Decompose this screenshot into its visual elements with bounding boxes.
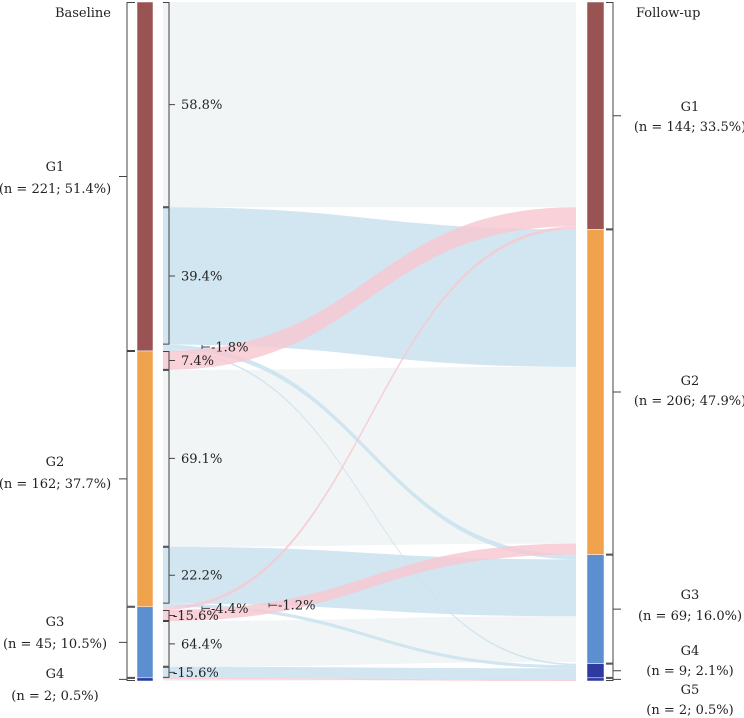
followup-bar-G4: [586, 663, 605, 679]
flow-bracket-G2-G3: [163, 546, 175, 604]
flow-G3-to-G2: [163, 543, 576, 621]
baseline-sub-G3: (n = 45; 10.5%): [3, 637, 107, 652]
baseline-sub-G1: (n = 221; 51.4%): [0, 182, 111, 197]
flow-G3-to-G3: [163, 616, 576, 667]
flow-pct-G3-G3: 64.4%: [181, 637, 222, 652]
flow-G2-to-G1: [163, 207, 576, 370]
baseline-bar-G1: [136, 1, 154, 352]
followup-bar-G5: [586, 677, 605, 682]
flow-pct-G3-G4: -15.6%: [173, 666, 219, 681]
flow-pct-G3-G2: -15.6%: [173, 609, 219, 624]
followup-bracket-G2: [606, 229, 621, 555]
flow-bracket-G3-G1: [201, 606, 210, 611]
followup-bracket-G3: [606, 554, 621, 664]
followup-label-G1: G1: [681, 100, 700, 115]
followup-bracket-G1: [606, 2, 621, 230]
followup-label-G5: G5: [681, 683, 700, 698]
flow-bracket-G3-G2: [163, 609, 175, 621]
flow-bracket-G1-G1: [163, 2, 175, 208]
flow-pct-G2-G1: 7.4%: [181, 354, 214, 369]
followup-title: Follow-up: [636, 6, 701, 21]
flow-pct-G3-G1: -4.4%: [211, 602, 248, 617]
flow-pct-G1-G1: 58.8%: [181, 98, 222, 113]
followup-bar-G3: [586, 554, 605, 664]
baseline-label-G1: G1: [46, 160, 65, 175]
baseline-sub-G2: (n = 162; 37.7%): [0, 477, 111, 492]
flow-bracket-G3-G3: [163, 620, 175, 667]
flow-pct-G1-G3: -1.8%: [211, 341, 248, 356]
followup-sub-G4: (n = 9; 2.1%): [646, 664, 733, 679]
flow-G1-to-G3: [163, 344, 576, 560]
baseline-label-G4: G4: [46, 667, 65, 682]
flow-G3-to-G1: [163, 226, 576, 610]
followup-label-G3: G3: [681, 588, 700, 603]
flow-pct-G2-G4: -1.2%: [278, 599, 315, 614]
brackets-layer: [119, 2, 621, 681]
flow-G3-to-G4: [163, 666, 576, 680]
nodes-layer: [136, 1, 605, 682]
followup-sub-G2: (n = 206; 47.9%): [634, 394, 744, 409]
flow-G2-to-G2: [163, 366, 576, 547]
baseline-sub-G4: (n = 2; 0.5%): [11, 689, 98, 704]
followup-sub-G3: (n = 69; 16.0%): [638, 609, 742, 624]
flow-bracket-G2-G4: [268, 603, 277, 608]
flow-G2-to-G4: [163, 603, 576, 669]
followup-sub-G1: (n = 144; 33.5%): [634, 120, 744, 135]
followup-bar-G2: [586, 229, 605, 555]
followup-bar-G1: [586, 1, 605, 230]
baseline-label-G2: G2: [46, 455, 65, 470]
baseline-bracket-G4: [119, 677, 135, 681]
flow-pct-G2-G3: 22.2%: [181, 569, 222, 584]
flow-bracket-G2-G2: [163, 369, 175, 547]
baseline-bar-G2: [136, 350, 154, 608]
labels-layer: Baseline Follow-up G1 (n = 221; 51.4%) G2 (…: [0, 6, 744, 718]
flow-bracket-G2-G1: [163, 350, 175, 370]
flow-G4-to-G4: [163, 677, 576, 681]
baseline-bracket-G2: [119, 350, 135, 607]
flow-bracket-G3-G4: [163, 666, 175, 678]
baseline-label-G3: G3: [46, 615, 65, 630]
flow-bracket-G1-G2: [163, 207, 175, 345]
baseline-title: Baseline: [55, 6, 111, 21]
flow-pct-G2-G2: 69.1%: [181, 452, 222, 467]
flow-G1-to-G4: [163, 349, 576, 666]
flow-bracket-G1-G3: [201, 345, 210, 350]
baseline-bar-G3: [136, 606, 154, 679]
flows-layer: [163, 2, 576, 681]
followup-sub-G5: (n = 2; 0.5%): [646, 703, 733, 718]
baseline-bracket-G3: [119, 606, 135, 678]
followup-label-G2: G2: [681, 374, 700, 389]
flow-G1-to-G1: [163, 2, 576, 208]
followup-bracket-G5: [606, 677, 621, 681]
flow-pct-G1-G2: 39.4%: [181, 269, 222, 284]
followup-bracket-G4: [606, 663, 621, 678]
baseline-bracket-G1: [119, 2, 135, 351]
followup-label-G4: G4: [681, 644, 700, 659]
baseline-bar-G4: [136, 677, 154, 682]
